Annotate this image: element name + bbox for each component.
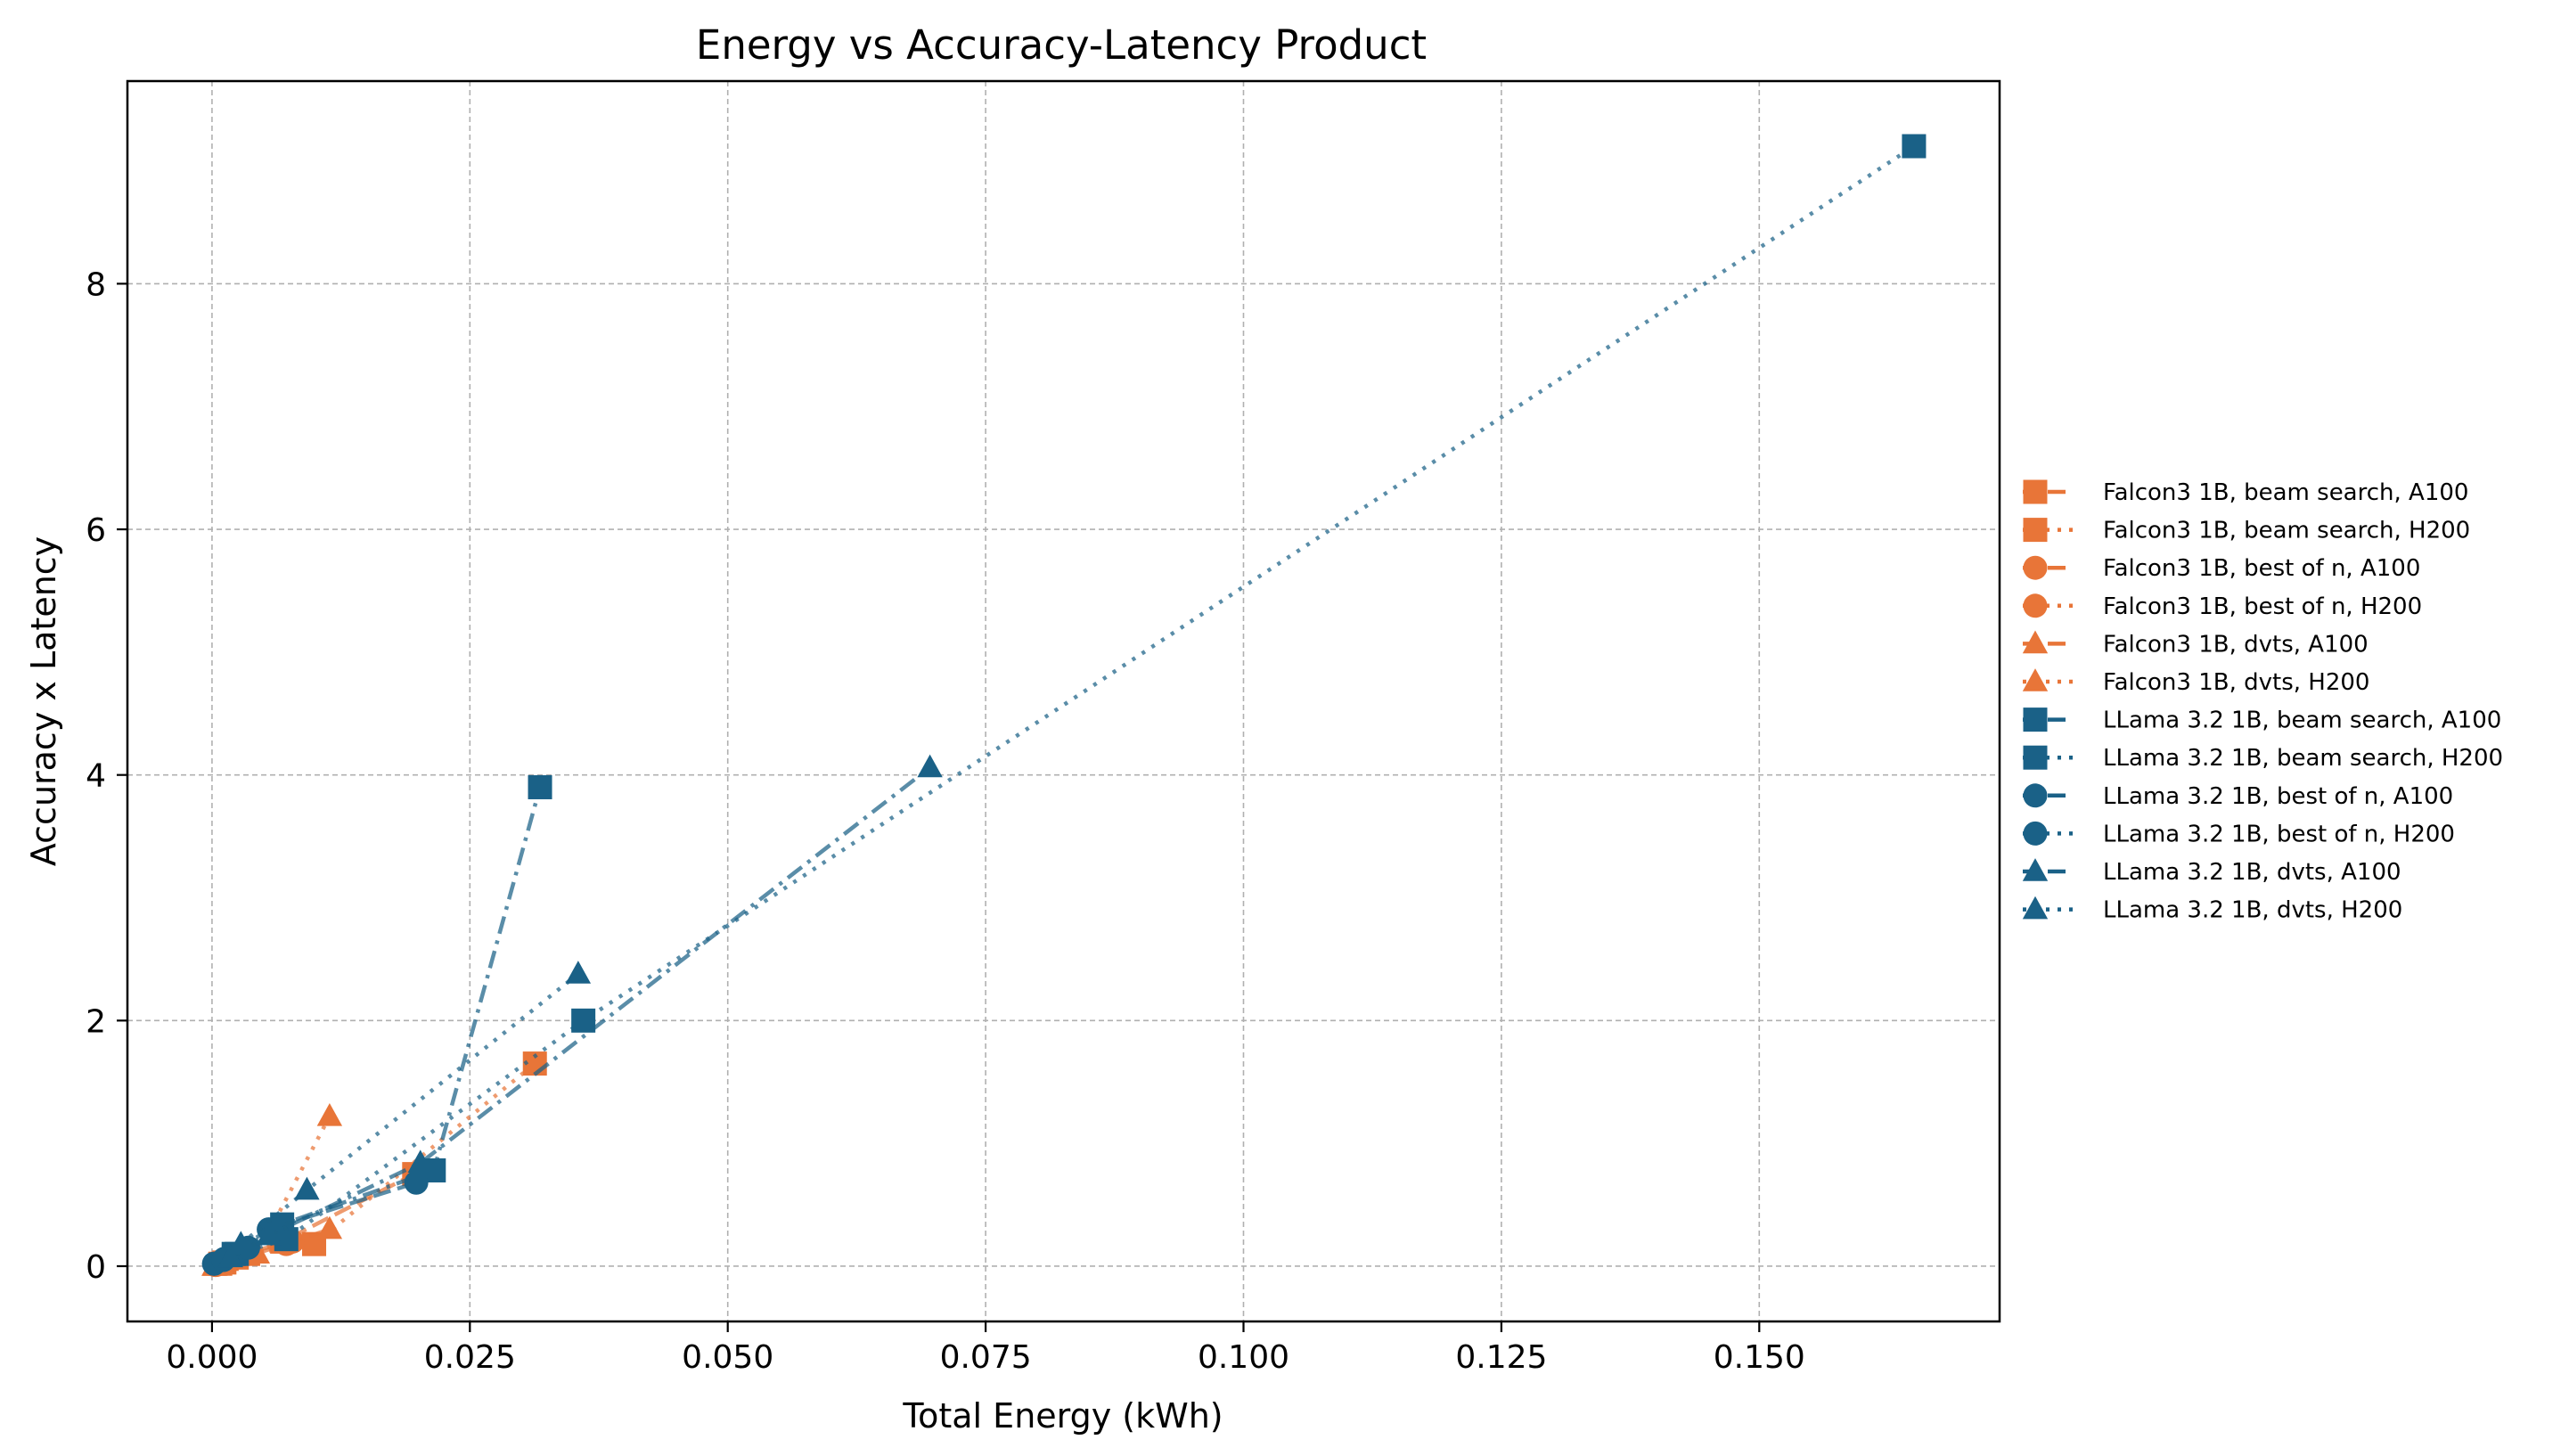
legend-item: LLama 3.2 1B, best of n, A100	[2023, 783, 2453, 810]
legend-marker	[2023, 821, 2048, 846]
y-tick-label: 4	[86, 758, 106, 795]
series-line	[229, 765, 931, 1260]
series-line	[236, 144, 1916, 1256]
legend-label: Falcon3 1B, beam search, H200	[2103, 518, 2470, 544]
data-point	[256, 1222, 282, 1246]
y-tick-label: 0	[86, 1249, 106, 1286]
legend-marker	[2022, 858, 2049, 881]
legend-item: Falcon3 1B, best of n, A100	[2023, 555, 2420, 582]
legend-marker	[2022, 896, 2049, 920]
legend-marker	[2023, 479, 2048, 504]
data-point	[217, 1244, 243, 1268]
x-tick-label: 0.075	[940, 1339, 1032, 1376]
legend-label: Falcon3 1B, dvts, A100	[2103, 631, 2369, 658]
legend-marker	[2022, 630, 2049, 654]
legend-item: Falcon3 1B, best of n, H200	[2023, 593, 2422, 620]
x-axis: 0.000 0.025 0.050 0.075 0.100 0.125 0.150	[166, 1321, 1805, 1376]
legend-item: Falcon3 1B, beam search, A100	[2023, 479, 2468, 506]
legend-label: LLama 3.2 1B, best of n, H200	[2103, 821, 2455, 847]
data-point	[407, 1149, 433, 1174]
legend-item: LLama 3.2 1B, dvts, A100	[2022, 858, 2401, 886]
legend-item: LLama 3.2 1B, dvts, H200	[2022, 896, 2402, 924]
data-point	[316, 1215, 343, 1239]
data-point	[404, 1170, 429, 1195]
data-point	[1902, 134, 1927, 159]
x-axis-title: Total Energy (kWh)	[902, 1396, 1223, 1436]
legend-label: LLama 3.2 1B, beam search, H200	[2103, 745, 2503, 772]
x-tick-label: 0.025	[424, 1339, 516, 1376]
legend-marker	[2022, 668, 2049, 691]
data-point	[528, 774, 552, 799]
legend-marker	[2023, 708, 2048, 732]
grid-lines	[127, 81, 2000, 1321]
data-point	[228, 1231, 254, 1254]
plot-frame	[126, 79, 2001, 1323]
legend-label: LLama 3.2 1B, dvts, H200	[2103, 897, 2402, 924]
data-point	[316, 1102, 343, 1126]
legend-item: Falcon3 1B, dvts, A100	[2022, 630, 2369, 658]
data-point	[565, 961, 592, 984]
series-11	[228, 961, 592, 1254]
x-tick-label: 0.150	[1714, 1339, 1805, 1376]
legend-marker	[2023, 745, 2048, 770]
x-tick-label: 0.125	[1455, 1339, 1547, 1376]
x-tick-label: 0.000	[166, 1339, 258, 1376]
legend-item: Falcon3 1B, beam search, H200	[2023, 518, 2470, 544]
legend-label: Falcon3 1B, beam search, A100	[2103, 479, 2468, 506]
y-axis: 0 2 4 6 8	[86, 266, 127, 1286]
y-tick-label: 2	[86, 1003, 106, 1040]
legend-label: Falcon3 1B, dvts, H200	[2103, 669, 2369, 696]
y-tick-label: 6	[86, 512, 106, 549]
legend-marker	[2023, 555, 2048, 580]
legend: Falcon3 1B, beam search, A100 Falcon3 1B,…	[2022, 479, 2503, 924]
legend-marker	[2023, 518, 2048, 543]
legend-label: LLama 3.2 1B, beam search, A100	[2103, 708, 2501, 734]
series-layer	[201, 134, 1927, 1278]
y-axis-title: Accuracy x Latency	[24, 536, 63, 866]
x-tick-label: 0.100	[1198, 1339, 1289, 1376]
y-tick-label: 8	[86, 266, 106, 303]
legend-label: Falcon3 1B, best of n, A100	[2103, 555, 2420, 582]
legend-label: Falcon3 1B, best of n, H200	[2103, 593, 2422, 620]
legend-item: Falcon3 1B, dvts, H200	[2022, 668, 2369, 696]
legend-item: LLama 3.2 1B, best of n, H200	[2023, 821, 2455, 847]
series-line	[233, 786, 543, 1256]
legend-item: LLama 3.2 1B, beam search, H200	[2023, 745, 2503, 772]
data-point	[294, 1176, 320, 1200]
data-point	[917, 754, 943, 778]
series-10	[217, 754, 943, 1268]
legend-label: LLama 3.2 1B, best of n, A100	[2103, 783, 2453, 810]
legend-marker	[2023, 783, 2048, 808]
legend-item: LLama 3.2 1B, beam search, A100	[2023, 708, 2501, 734]
chart-title: Energy vs Accuracy-Latency Product	[696, 21, 1427, 69]
legend-label: LLama 3.2 1B, dvts, A100	[2103, 859, 2401, 886]
x-tick-label: 0.050	[682, 1339, 773, 1376]
legend-marker	[2023, 593, 2048, 618]
